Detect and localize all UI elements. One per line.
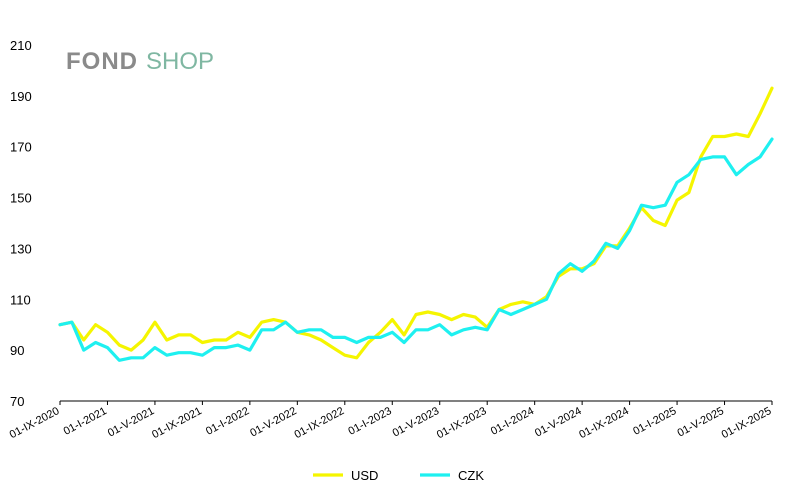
series-line-czk (58, 137, 774, 362)
legend-label-usd: USD (351, 468, 378, 483)
y-axis: 70 90 110 130 150 170 190 210 (10, 38, 32, 409)
x-tick-label: 01-I-2024 (489, 405, 536, 438)
x-tick-label: 01-V-2023 (391, 405, 441, 439)
series-line-usd (58, 86, 774, 360)
x-tick-label: 01-I-2022 (204, 405, 251, 438)
legend: USD CZK (313, 468, 484, 483)
x-tick-label: 01-V-2022 (248, 405, 298, 439)
y-tick-label: 70 (10, 394, 24, 409)
y-tick-label: 90 (10, 343, 24, 358)
logo-text-shop: SHOP (146, 48, 214, 75)
y-tick-label: 150 (10, 191, 32, 206)
x-tick-label: 01-IX-2024 (577, 405, 631, 441)
x-tick-label: 01-IX-2022 (293, 405, 347, 441)
x-tick-label: 01-I-2023 (346, 405, 393, 438)
x-tick-label: 01-I-2021 (62, 405, 109, 438)
x-tick-label: 01-V-2021 (106, 405, 156, 439)
series-layer (58, 86, 774, 362)
x-tick-label: 01-I-2025 (631, 405, 678, 438)
y-tick-label: 130 (10, 241, 32, 256)
x-tick-label: 01-V-2025 (675, 405, 725, 439)
x-tick-label: 01-IX-2020 (8, 405, 62, 441)
logo: FOND SHOP (66, 48, 214, 75)
y-tick-label: 210 (10, 38, 32, 53)
x-tick-label: 01-IX-2023 (435, 405, 489, 441)
logo-text-fond: FOND (66, 48, 138, 75)
x-tick-label: 01-V-2024 (533, 405, 583, 439)
y-tick-label: 170 (10, 140, 32, 155)
y-tick-label: 110 (10, 292, 31, 307)
y-tick-label: 190 (10, 89, 32, 104)
legend-label-czk: CZK (458, 468, 484, 483)
x-tick-label: 01-IX-2021 (150, 405, 204, 441)
x-tick-label: 01-IX-2025 (720, 405, 774, 441)
